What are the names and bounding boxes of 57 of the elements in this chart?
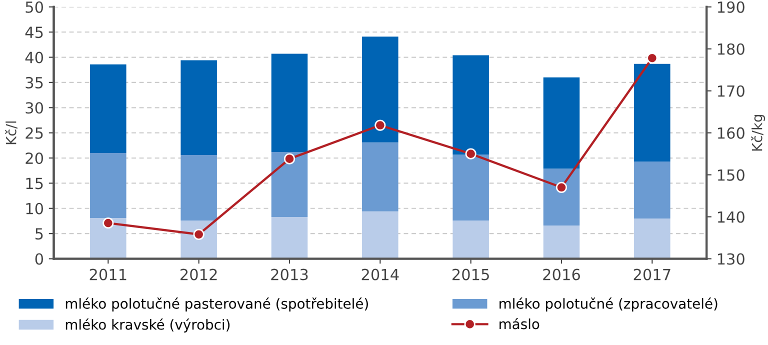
y-tick-label: 20 (26, 152, 44, 164)
y2-tick-label: 140 (718, 211, 744, 223)
bar (543, 77, 580, 169)
point (646, 52, 658, 64)
x-tick-label: 2016 (543, 268, 580, 280)
bar (543, 168, 580, 226)
y2-tick-label: 180 (718, 43, 744, 55)
y-tick-label: 0 (35, 253, 44, 265)
legend-label: mléko polotučné pasterované (spotřebitelé) (66, 298, 368, 312)
bar (362, 142, 398, 212)
x-tick-label: 2014 (362, 268, 399, 280)
bar (271, 152, 308, 217)
x-tick-label: 2017 (634, 268, 670, 280)
bar (180, 154, 217, 220)
y2-axis-title: Kč/kg (751, 114, 765, 151)
bar (90, 218, 126, 259)
bar (452, 55, 489, 154)
point (284, 153, 296, 164)
legend-label: mléko kravské (výrobci) (66, 318, 230, 332)
x-tick-label: 2012 (180, 268, 217, 280)
bar (543, 226, 580, 259)
bar (634, 218, 670, 259)
point (374, 120, 386, 131)
y-tick-label: 40 (25, 52, 44, 64)
bar (271, 216, 308, 259)
point (556, 182, 568, 193)
bar (180, 60, 217, 155)
legend-label: mléko polotučné (zpracovatelé) (500, 298, 718, 312)
y-tick-label: 35 (26, 76, 43, 88)
y2-tick-label: 170 (718, 85, 744, 97)
bar (362, 211, 398, 259)
y-tick-label: 30 (26, 102, 44, 114)
point (102, 218, 114, 229)
bar (634, 162, 670, 218)
x-tick-label: 2015 (452, 268, 489, 280)
bar (452, 220, 489, 259)
x-tick-label: 2013 (271, 268, 308, 280)
y2-tick-label: 160 (718, 127, 744, 139)
bar (452, 154, 489, 220)
bar (634, 64, 670, 162)
bar (271, 54, 308, 152)
x-tick-label: 2011 (90, 268, 126, 280)
y2-tick-label: 130 (718, 253, 744, 265)
y2-tick-label: 150 (718, 169, 744, 181)
y-tick-label: 15 (26, 178, 43, 190)
y2-tick-label: 190 (718, 1, 744, 13)
bar (90, 152, 126, 218)
y-tick-label: 10 (26, 202, 44, 214)
y-tick-label: 5 (35, 228, 43, 240)
y-tick-label: 50 (26, 1, 44, 13)
legend-label: máslo (500, 318, 540, 330)
point (465, 148, 476, 160)
y-tick-label: 45 (25, 26, 43, 38)
bar (362, 36, 398, 142)
y-tick-label: 25 (26, 127, 43, 139)
y-axis-title: Kč/l (5, 121, 18, 144)
bar (90, 64, 126, 153)
